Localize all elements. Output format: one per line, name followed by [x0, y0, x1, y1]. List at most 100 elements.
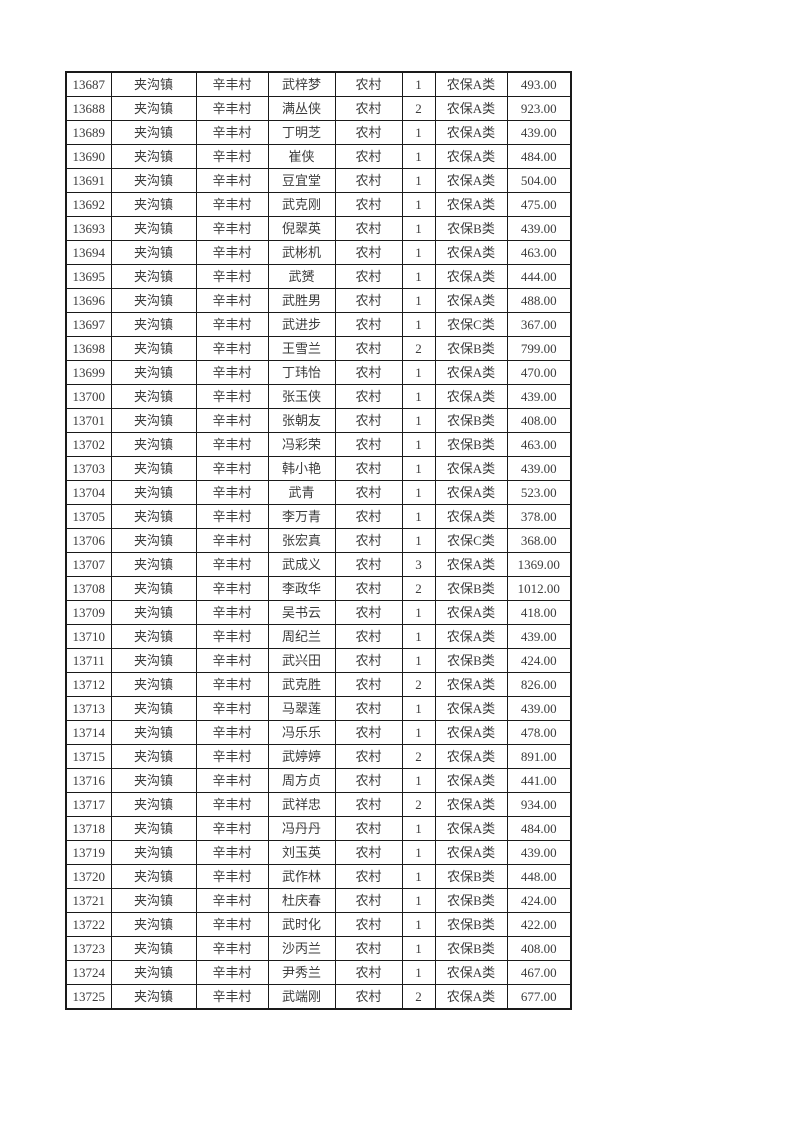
cell-residence-type: 农村 [334, 600, 403, 625]
cell-person-count: 2 [401, 336, 436, 361]
cell-amount: 408.00 [506, 936, 572, 961]
cell-town: 夹沟镇 [110, 336, 197, 361]
cell-residence-type: 农村 [334, 336, 403, 361]
table-row: 13712 夹沟镇 辛丰村 武克胜 农村 2 农保A类 826.00 [65, 672, 572, 697]
cell-amount: 484.00 [506, 816, 572, 841]
cell-amount: 439.00 [506, 216, 572, 241]
table-row: 13689 夹沟镇 辛丰村 丁明芝 农村 1 农保A类 439.00 [65, 120, 572, 145]
cell-insurance-category: 农保A类 [434, 504, 508, 529]
cell-person-name: 周方贞 [267, 768, 336, 793]
cell-person-count: 1 [401, 456, 436, 481]
cell-person-count: 1 [401, 840, 436, 865]
payment-table: 13687 夹沟镇 辛丰村 武梓梦 农村 1 农保A类 493.00 13688 夹沟镇 辛丰村 满丛… [65, 71, 572, 1010]
cell-amount: 1369.00 [506, 552, 572, 577]
cell-person-count: 1 [401, 888, 436, 913]
cell-record-id: 13724 [65, 960, 112, 985]
cell-residence-type: 农村 [334, 696, 403, 721]
cell-insurance-category: 农保A类 [434, 672, 508, 697]
cell-residence-type: 农村 [334, 624, 403, 649]
cell-person-name: 武作林 [267, 864, 336, 889]
cell-insurance-category: 农保A类 [434, 600, 508, 625]
cell-amount: 463.00 [506, 432, 572, 457]
cell-residence-type: 农村 [334, 960, 403, 985]
cell-amount: 799.00 [506, 336, 572, 361]
cell-residence-type: 农村 [334, 840, 403, 865]
cell-insurance-category: 农保A类 [434, 792, 508, 817]
table-row: 13693 夹沟镇 辛丰村 倪翠英 农村 1 农保B类 439.00 [65, 216, 572, 241]
cell-residence-type: 农村 [334, 504, 403, 529]
cell-amount: 439.00 [506, 696, 572, 721]
cell-person-name: 丁玮怡 [267, 360, 336, 385]
cell-record-id: 13703 [65, 456, 112, 481]
cell-person-name: 冯丹丹 [267, 816, 336, 841]
cell-residence-type: 农村 [334, 71, 403, 97]
cell-town: 夹沟镇 [110, 936, 197, 961]
table-row: 13691 夹沟镇 辛丰村 豆宜堂 农村 1 农保A类 504.00 [65, 168, 572, 193]
cell-insurance-category: 农保A类 [434, 720, 508, 745]
cell-amount: 422.00 [506, 912, 572, 937]
cell-village: 辛丰村 [195, 984, 269, 1010]
cell-record-id: 13705 [65, 504, 112, 529]
cell-person-name: 豆宜堂 [267, 168, 336, 193]
cell-residence-type: 农村 [334, 240, 403, 265]
cell-record-id: 13711 [65, 648, 112, 673]
cell-amount: 677.00 [506, 984, 572, 1010]
cell-person-count: 1 [401, 912, 436, 937]
cell-person-count: 1 [401, 816, 436, 841]
cell-town: 夹沟镇 [110, 456, 197, 481]
cell-town: 夹沟镇 [110, 71, 197, 97]
cell-village: 辛丰村 [195, 888, 269, 913]
cell-residence-type: 农村 [334, 864, 403, 889]
cell-village: 辛丰村 [195, 840, 269, 865]
cell-record-id: 13689 [65, 120, 112, 145]
cell-insurance-category: 农保B类 [434, 216, 508, 241]
cell-amount: 523.00 [506, 480, 572, 505]
cell-record-id: 13715 [65, 744, 112, 769]
cell-person-count: 1 [401, 71, 436, 97]
table-row: 13719 夹沟镇 辛丰村 刘玉英 农村 1 农保A类 439.00 [65, 840, 572, 865]
cell-insurance-category: 农保B类 [434, 912, 508, 937]
cell-person-name: 武进步 [267, 312, 336, 337]
cell-village: 辛丰村 [195, 912, 269, 937]
cell-town: 夹沟镇 [110, 384, 197, 409]
cell-person-count: 1 [401, 168, 436, 193]
cell-amount: 441.00 [506, 768, 572, 793]
cell-person-name: 尹秀兰 [267, 960, 336, 985]
cell-town: 夹沟镇 [110, 696, 197, 721]
table-row: 13705 夹沟镇 辛丰村 李万青 农村 1 农保A类 378.00 [65, 504, 572, 529]
cell-residence-type: 农村 [334, 264, 403, 289]
table-row: 13694 夹沟镇 辛丰村 武彬机 农村 1 农保A类 463.00 [65, 240, 572, 265]
cell-insurance-category: 农保A类 [434, 240, 508, 265]
cell-village: 辛丰村 [195, 216, 269, 241]
table-row: 13713 夹沟镇 辛丰村 马翠莲 农村 1 农保A类 439.00 [65, 696, 572, 721]
cell-village: 辛丰村 [195, 144, 269, 169]
cell-person-name: 王雪兰 [267, 336, 336, 361]
cell-insurance-category: 农保A类 [434, 192, 508, 217]
cell-record-id: 13722 [65, 912, 112, 937]
cell-residence-type: 农村 [334, 312, 403, 337]
cell-town: 夹沟镇 [110, 432, 197, 457]
cell-record-id: 13701 [65, 408, 112, 433]
cell-record-id: 13714 [65, 720, 112, 745]
table-row: 13702 夹沟镇 辛丰村 冯彩荣 农村 1 农保B类 463.00 [65, 432, 572, 457]
cell-amount: 484.00 [506, 144, 572, 169]
cell-insurance-category: 农保A类 [434, 288, 508, 313]
cell-person-name: 张宏真 [267, 528, 336, 553]
cell-village: 辛丰村 [195, 936, 269, 961]
cell-village: 辛丰村 [195, 96, 269, 121]
cell-person-name: 武婷婷 [267, 744, 336, 769]
cell-record-id: 13719 [65, 840, 112, 865]
cell-residence-type: 农村 [334, 384, 403, 409]
cell-residence-type: 农村 [334, 360, 403, 385]
cell-town: 夹沟镇 [110, 912, 197, 937]
cell-amount: 367.00 [506, 312, 572, 337]
cell-insurance-category: 农保B类 [434, 432, 508, 457]
cell-amount: 891.00 [506, 744, 572, 769]
cell-town: 夹沟镇 [110, 648, 197, 673]
cell-person-count: 3 [401, 552, 436, 577]
cell-record-id: 13696 [65, 288, 112, 313]
cell-person-count: 1 [401, 216, 436, 241]
cell-person-name: 武赟 [267, 264, 336, 289]
cell-person-name: 武祥忠 [267, 792, 336, 817]
